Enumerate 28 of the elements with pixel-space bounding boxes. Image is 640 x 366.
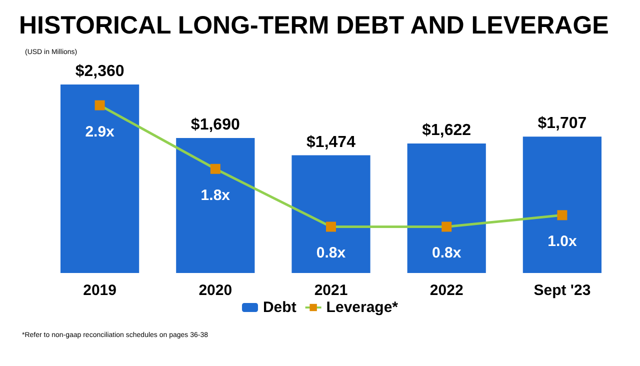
data-label: 0.8x <box>316 244 346 262</box>
data-label: 1.8x <box>200 186 231 204</box>
point <box>326 222 336 232</box>
point <box>210 164 220 174</box>
chart-title: HISTORICAL LONG-TERM DEBT AND LEVERAGE <box>19 12 609 40</box>
x-tick-label: 2019 <box>83 282 116 299</box>
point <box>442 222 452 232</box>
data-label: $1,622 <box>422 122 472 139</box>
bar <box>407 143 486 273</box>
point <box>94 100 105 110</box>
x-tick-label: 2020 <box>198 282 232 299</box>
x-tick-label: 2022 <box>430 282 464 299</box>
x-tick-label: Sept '23 <box>534 282 591 299</box>
data-label: $1,690 <box>190 116 240 134</box>
legend-label: Leverage* <box>326 299 398 316</box>
bar <box>522 136 602 273</box>
point <box>557 210 568 220</box>
bar <box>176 138 255 273</box>
bar <box>292 155 370 273</box>
bar <box>60 84 140 273</box>
data-label: 0.8x <box>432 244 462 262</box>
x-tick-label: 2021 <box>314 282 348 299</box>
data-label: 1.0x <box>548 233 578 250</box>
data-label: 2.9x <box>85 123 116 140</box>
legend-label: Debt <box>262 299 296 316</box>
data-label: $1,474 <box>306 134 356 151</box>
data-label: $2,360 <box>75 63 124 80</box>
data-label: $1,707 <box>538 115 587 132</box>
